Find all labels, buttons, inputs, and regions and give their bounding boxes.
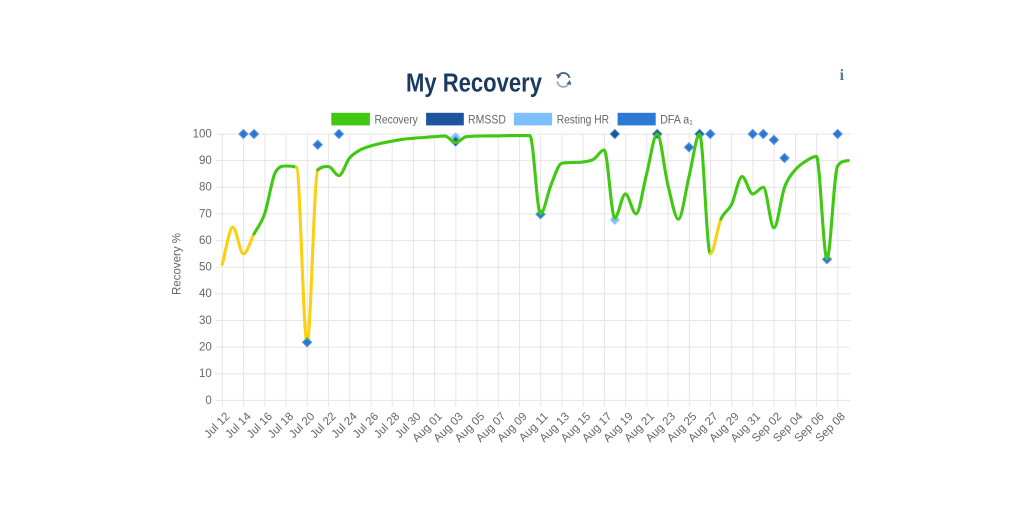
svg-text:Resting HR: Resting HR xyxy=(557,115,609,127)
svg-text:Recovery: Recovery xyxy=(375,115,419,127)
svg-text:My Recovery: My Recovery xyxy=(406,70,543,98)
svg-text:90: 90 xyxy=(199,155,212,167)
svg-text:20: 20 xyxy=(199,342,212,354)
svg-text:40: 40 xyxy=(199,288,212,300)
svg-text:RMSSD: RMSSD xyxy=(468,115,506,127)
svg-text:60: 60 xyxy=(199,235,212,247)
svg-text:i: i xyxy=(840,67,845,84)
svg-text:80: 80 xyxy=(199,182,212,194)
svg-text:70: 70 xyxy=(199,208,212,220)
svg-text:10: 10 xyxy=(199,368,212,380)
svg-text:0: 0 xyxy=(205,395,211,407)
svg-text:Recovery %: Recovery % xyxy=(172,233,184,295)
svg-text:30: 30 xyxy=(199,315,212,327)
svg-text:100: 100 xyxy=(193,128,212,140)
svg-text:DFA a₁: DFA a₁ xyxy=(660,115,693,127)
svg-text:50: 50 xyxy=(199,262,212,274)
